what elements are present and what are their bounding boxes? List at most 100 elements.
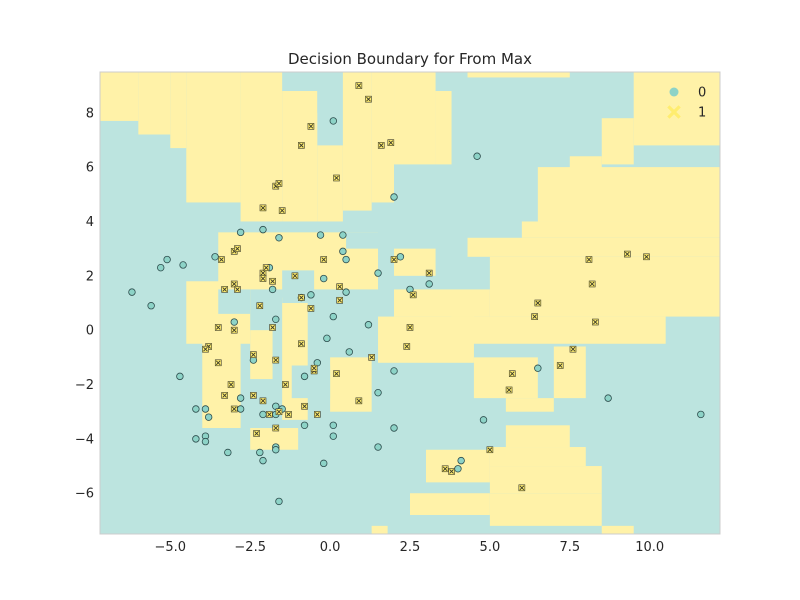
- point-class-0: [473, 152, 481, 160]
- point-class-1-cross: [356, 398, 362, 404]
- point-class-1-cross: [509, 371, 515, 376]
- point-class-1-cross: [286, 412, 291, 417]
- point-class-0: [697, 410, 705, 419]
- point-class-1-cross: [235, 287, 240, 292]
- region-class-1: [505, 398, 554, 412]
- point-class-1-cross: [222, 287, 227, 292]
- y-tick-label: −6: [75, 487, 94, 502]
- point-class-1: [250, 351, 257, 358]
- point-class-1: [333, 174, 340, 182]
- point-class-1-cross: [267, 412, 272, 417]
- point-class-1-cross: [315, 412, 320, 417]
- point-class-1: [250, 392, 257, 399]
- point-class-0: [179, 261, 187, 269]
- point-class-1-cross: [276, 409, 282, 415]
- point-class-0: [425, 280, 433, 288]
- legend-label-0: 0: [698, 86, 706, 101]
- region-class-1: [489, 466, 602, 494]
- point-class-1: [307, 123, 315, 130]
- point-class-1-cross: [215, 360, 221, 366]
- point-class-1-cross: [231, 406, 237, 412]
- point-class-1: [269, 277, 276, 285]
- point-class-0: [275, 234, 283, 242]
- point-class-0: [320, 459, 328, 468]
- point-class-1-cross: [593, 319, 598, 325]
- point-class-0: [307, 291, 315, 299]
- point-class-1-cross: [222, 393, 227, 398]
- region-class-1: [100, 72, 139, 121]
- point-class-1-cross: [279, 208, 285, 213]
- x-axis-ticks: −5.0 −2.5 0.0 2.5 5.0 7.5 10.0: [155, 540, 665, 555]
- point-class-1: [301, 402, 308, 410]
- point-class-1-cross: [273, 425, 279, 431]
- point-class-0: [454, 465, 462, 473]
- point-class-0: [128, 288, 136, 296]
- region-class-1: [451, 316, 666, 344]
- region-class-1: [435, 91, 452, 165]
- y-axis-ticks: −6 −4 −2 0 2 4 6 8: [75, 106, 94, 501]
- point-class-0: [534, 364, 542, 372]
- point-class-1: [291, 272, 299, 280]
- point-class-1-cross: [263, 265, 269, 270]
- point-class-1: [320, 256, 328, 263]
- point-class-0: [259, 456, 267, 465]
- point-class-1-cross: [219, 257, 224, 262]
- chart-title: Decision Boundary for From Max: [288, 50, 532, 68]
- point-class-1-cross: [366, 96, 371, 102]
- point-class-1: [202, 345, 209, 353]
- point-class-0: [272, 315, 280, 324]
- point-class-1: [259, 397, 267, 405]
- point-class-1: [355, 82, 363, 89]
- point-class-1: [275, 180, 283, 187]
- region-class-1: [410, 493, 490, 515]
- x-tick-label: 7.5: [559, 540, 580, 555]
- point-class-1-cross: [337, 297, 343, 303]
- region-class-1: [467, 72, 570, 78]
- point-class-0: [259, 225, 267, 234]
- point-class-1-cross: [231, 327, 237, 333]
- point-class-1-cross: [311, 365, 317, 371]
- point-class-0: [342, 255, 350, 264]
- point-class-1: [425, 269, 433, 277]
- point-class-1: [336, 283, 343, 290]
- region-class-1: [250, 428, 299, 450]
- region-class-1: [467, 237, 720, 257]
- y-tick-label: 2: [86, 269, 94, 284]
- data-points: [128, 82, 705, 506]
- point-class-0: [256, 448, 264, 457]
- x-tick-label: 0.0: [320, 540, 341, 555]
- point-class-0: [329, 117, 337, 125]
- point-class-0: [339, 247, 347, 256]
- point-class-1: [486, 446, 494, 454]
- point-class-0: [457, 456, 465, 465]
- legend-label-1: 1: [698, 106, 706, 121]
- point-class-1-cross: [519, 485, 525, 491]
- point-class-0: [374, 443, 382, 451]
- point-class-1: [333, 370, 340, 377]
- point-class-1: [365, 95, 372, 103]
- point-class-1: [406, 324, 414, 331]
- y-tick-label: −4: [75, 432, 94, 447]
- point-class-1: [390, 256, 398, 263]
- point-class-1: [266, 411, 273, 418]
- point-class-0: [275, 497, 283, 506]
- point-class-1: [518, 484, 526, 492]
- region-class-1: [250, 330, 273, 380]
- point-class-1: [387, 139, 395, 146]
- point-class-1-cross: [260, 398, 266, 404]
- point-class-0: [236, 405, 245, 413]
- point-class-1: [256, 302, 264, 310]
- point-class-1-cross: [260, 205, 266, 211]
- point-class-0: [201, 405, 210, 413]
- x-tick-label: −2.5: [234, 540, 266, 555]
- point-class-1-cross: [487, 447, 493, 453]
- point-class-1-cross: [570, 346, 576, 352]
- point-class-1: [592, 318, 599, 326]
- point-class-1: [377, 142, 385, 149]
- point-class-1: [534, 299, 542, 307]
- point-class-1-cross: [334, 371, 339, 376]
- point-class-1: [259, 275, 267, 282]
- point-class-1-cross: [257, 303, 263, 309]
- point-class-1: [448, 468, 455, 475]
- region-class-1: [489, 447, 586, 467]
